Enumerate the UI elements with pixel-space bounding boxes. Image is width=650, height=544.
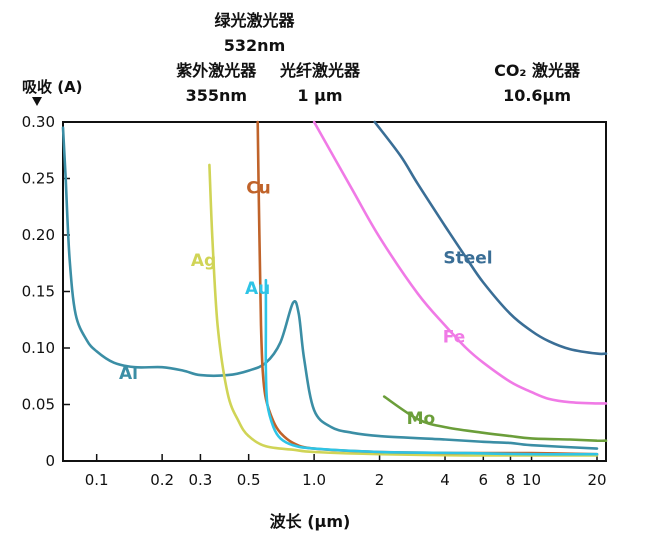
series-labels: Al Ag Cu Au Steel Fe Mo bbox=[119, 179, 493, 430]
series-lines bbox=[61, 120, 608, 457]
x-tick-label: 6 bbox=[479, 471, 489, 489]
axis-ticks: 0.1 0.2 0.3 0.5 1.0 2 4 6 8 10 20 0 0.05 0.10 0.15 0.20… bbox=[22, 113, 607, 489]
y-tick-label: 0.25 bbox=[22, 170, 55, 188]
laser-annotation-line: 355nm bbox=[186, 86, 247, 105]
series-label-al: Al bbox=[119, 364, 138, 384]
x-tick-label: 0.2 bbox=[150, 471, 174, 489]
series-line-steel bbox=[373, 120, 608, 356]
series-label-fe: Fe bbox=[443, 328, 465, 348]
x-tick-label: 4 bbox=[440, 471, 450, 489]
series-line-cu bbox=[256, 120, 599, 456]
laser-annotation-line: CO₂ 激光器 bbox=[494, 61, 581, 80]
series-label-steel: Steel bbox=[443, 249, 492, 269]
y-tick-label: 0 bbox=[45, 452, 55, 470]
x-tick-label: 0.3 bbox=[188, 471, 212, 489]
plot-frame bbox=[62, 121, 607, 462]
series-label-cu: Cu bbox=[246, 179, 271, 199]
y-tick-label: 0.15 bbox=[22, 283, 55, 301]
y-axis-title-group: 吸收 (A) bbox=[22, 78, 83, 106]
y-axis-arrow-icon bbox=[32, 97, 42, 106]
series-label-mo: Mo bbox=[407, 409, 436, 429]
series-line-ag bbox=[208, 163, 599, 457]
x-tick-label: 0.1 bbox=[85, 471, 109, 489]
x-tick-label: 1.0 bbox=[302, 471, 326, 489]
series-line-mo bbox=[382, 395, 608, 443]
laser-annotation-line: 紫外激光器 bbox=[176, 61, 257, 80]
laser-annotation-line: 1 µm bbox=[297, 86, 342, 105]
y-tick-label: 0.20 bbox=[22, 226, 55, 244]
series-line-au bbox=[264, 278, 599, 456]
x-tick-label: 8 bbox=[506, 471, 516, 489]
y-tick-label: 0.05 bbox=[22, 396, 55, 414]
laser-annotation-line: 10.6µm bbox=[503, 86, 571, 105]
laser-annotations: 紫外激光器 355nm 绿光激光器 532nm 光纤激光器 1 µm CO₂ 激光器 10.6… bbox=[176, 11, 581, 105]
x-tick-label: 2 bbox=[375, 471, 385, 489]
x-axis-title: 波长 (µm) bbox=[270, 512, 351, 531]
x-tick-label: 0.5 bbox=[237, 471, 261, 489]
x-tick-label: 20 bbox=[587, 471, 606, 489]
laser-annotation-line: 光纤激光器 bbox=[279, 61, 361, 80]
y-tick-label: 0.30 bbox=[22, 113, 55, 131]
series-line-fe bbox=[312, 120, 608, 405]
y-tick-label: 0.10 bbox=[22, 339, 55, 357]
series-label-au: Au bbox=[245, 279, 270, 299]
series-line-al bbox=[61, 126, 599, 450]
laser-annotation-line: 532nm bbox=[224, 36, 285, 55]
laser-annotation-line: 绿光激光器 bbox=[215, 11, 296, 30]
y-axis-title: 吸收 (A) bbox=[22, 78, 83, 96]
x-tick-label: 10 bbox=[522, 471, 541, 489]
series-label-ag: Ag bbox=[191, 251, 216, 271]
